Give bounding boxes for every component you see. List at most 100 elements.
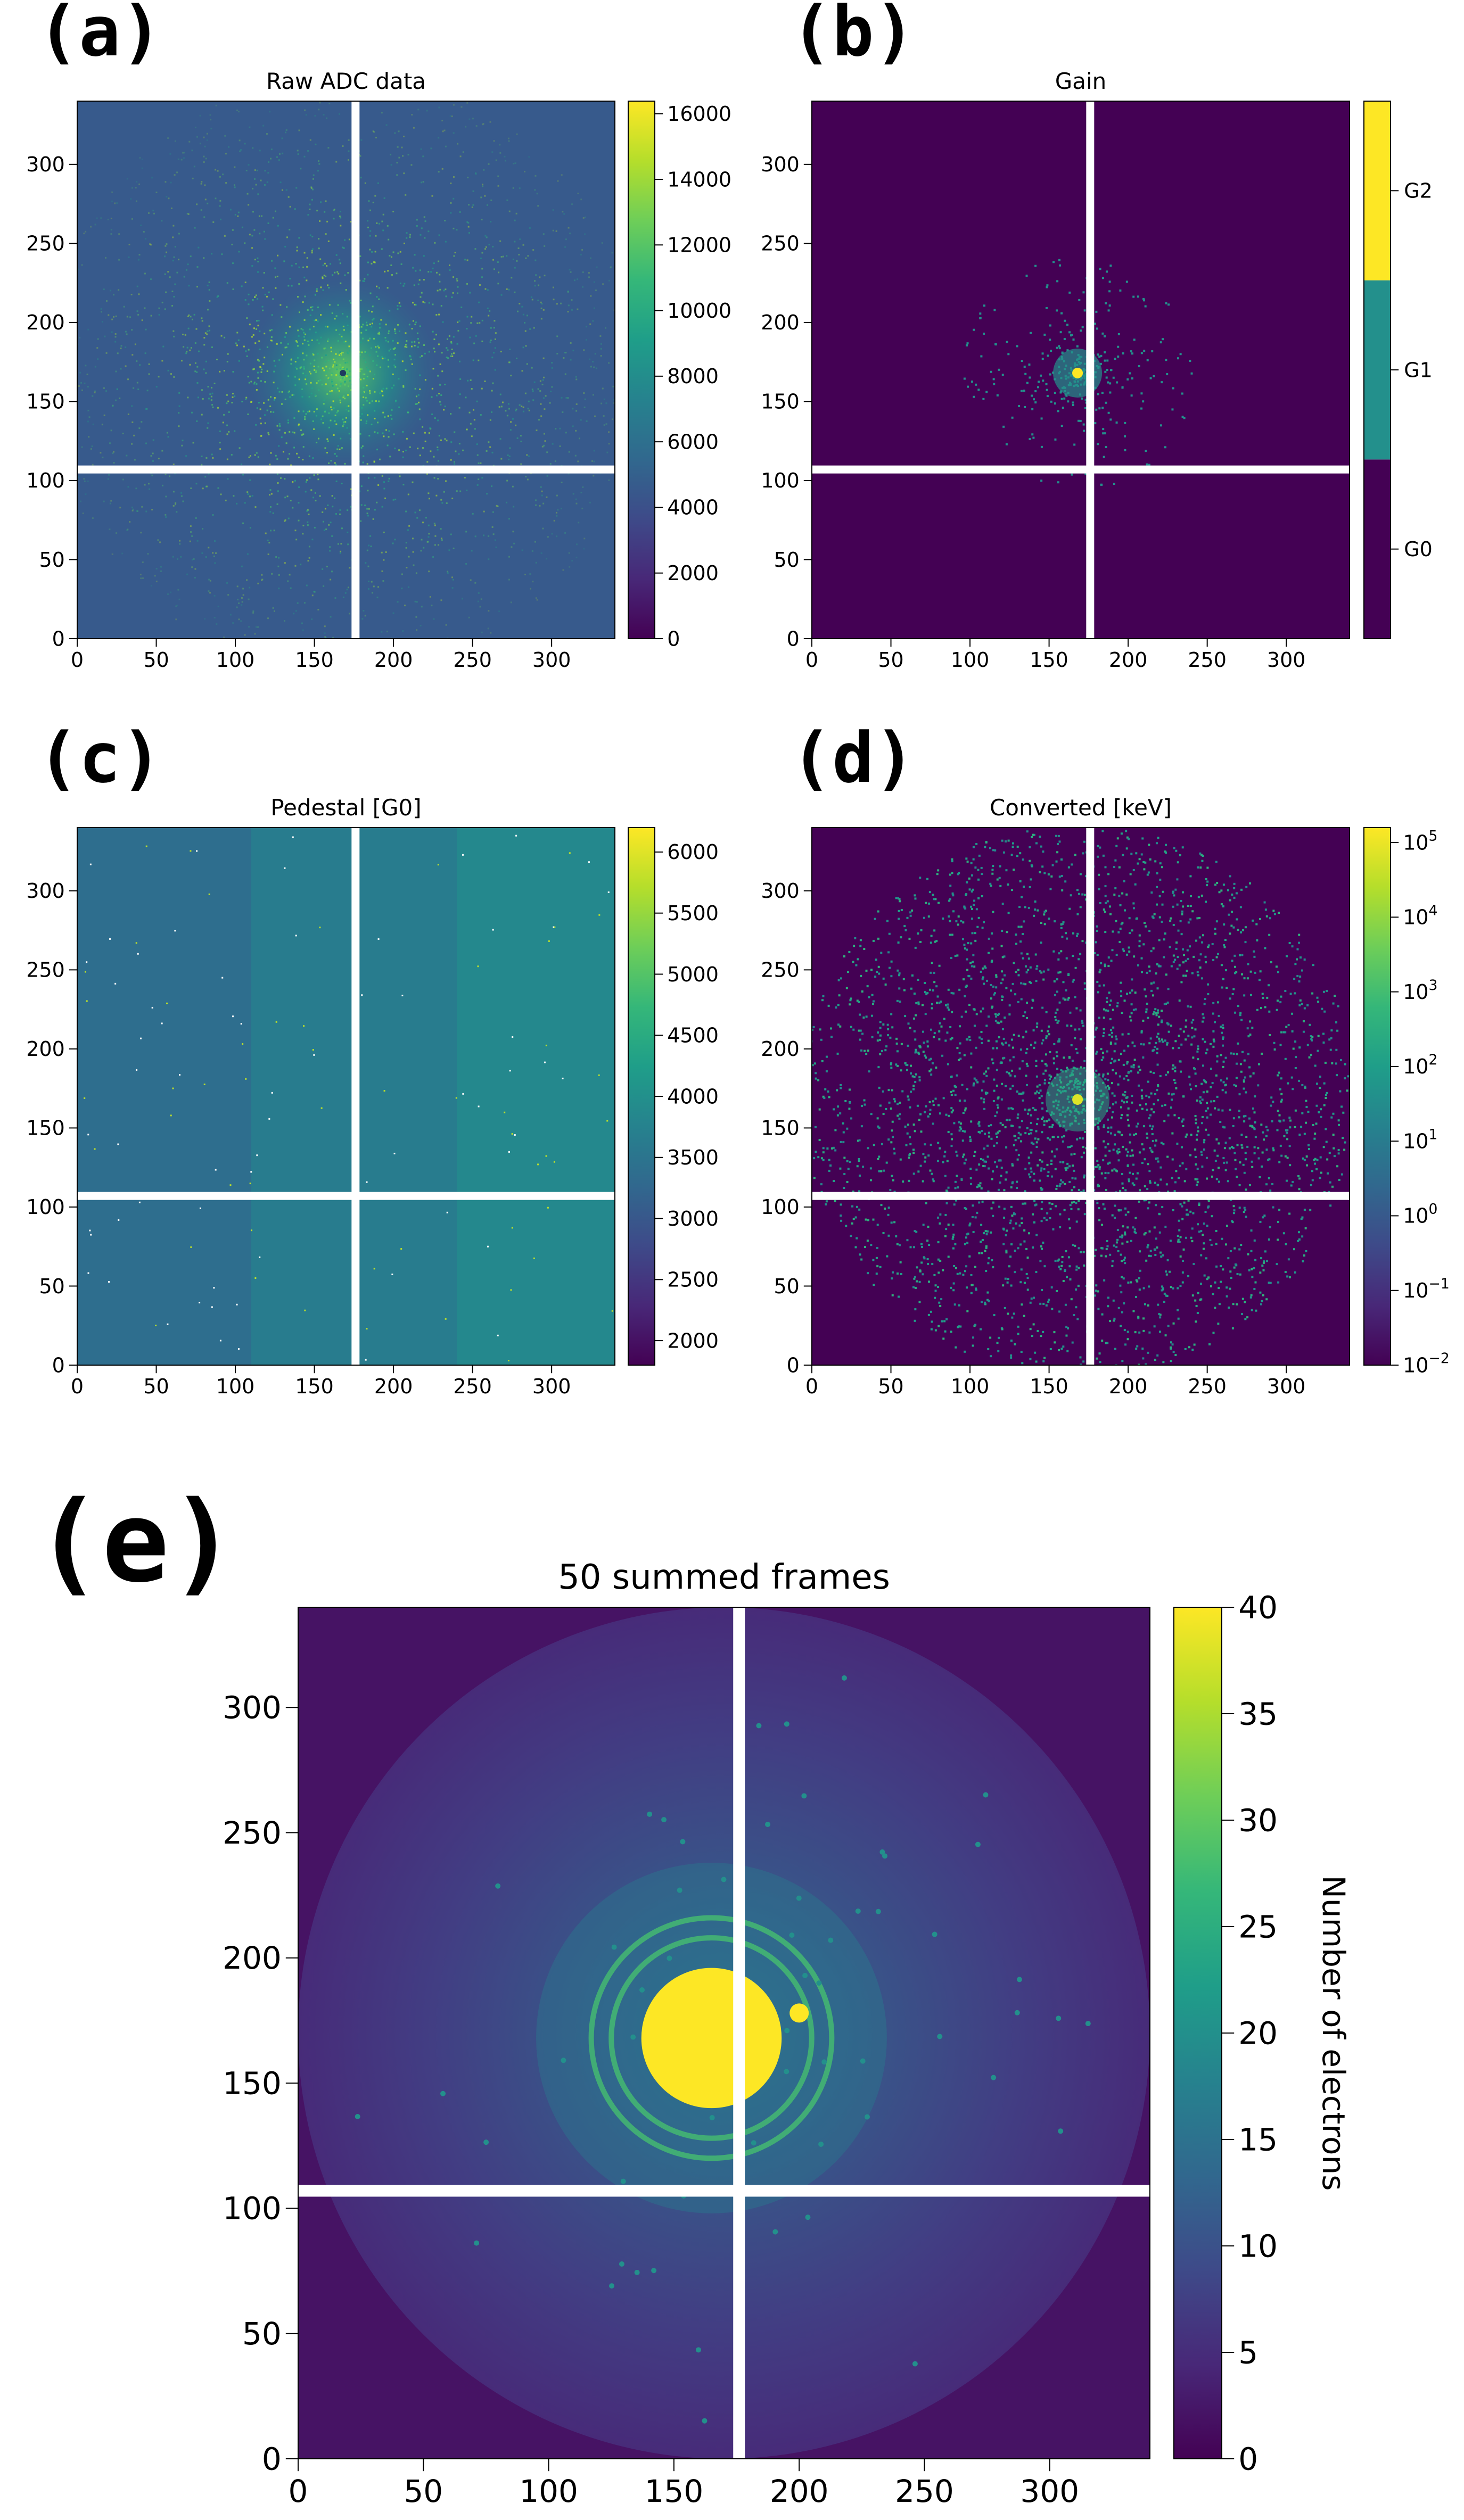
speckle — [326, 326, 328, 328]
speckle — [191, 566, 193, 568]
speckle — [190, 531, 192, 533]
photon-hit — [1040, 1117, 1043, 1120]
speckle — [297, 153, 299, 155]
speckle — [257, 193, 259, 195]
photon-hit — [1246, 1027, 1249, 1030]
photon-hit — [997, 1350, 1000, 1352]
speckle — [388, 238, 390, 241]
speckle — [466, 259, 468, 261]
photon-hit — [1342, 1111, 1345, 1114]
x-tick-label: 100 — [216, 1375, 255, 1398]
gain-pixel — [1190, 372, 1193, 375]
speckle — [480, 414, 482, 416]
photon-hit — [972, 1344, 974, 1347]
speckle — [334, 318, 336, 320]
speckle — [320, 201, 322, 203]
speckle — [344, 362, 347, 364]
speckle — [85, 230, 87, 233]
speckle — [274, 267, 276, 269]
speckle — [561, 174, 563, 176]
colorbar-tick-label: 3000 — [667, 1207, 719, 1230]
photon-hit — [1016, 1158, 1019, 1161]
speckle — [542, 527, 544, 530]
speckle — [90, 226, 92, 228]
speckle — [479, 606, 481, 608]
photon-hit — [1153, 913, 1156, 915]
speckle — [349, 380, 351, 382]
photon-hit — [914, 897, 917, 900]
speckle — [244, 282, 246, 284]
speckle — [272, 607, 274, 609]
speckle — [323, 114, 325, 116]
gain-pixel — [1046, 284, 1049, 287]
speckle — [103, 288, 105, 291]
photon-hit — [988, 1135, 991, 1138]
speckle — [331, 409, 333, 411]
speckle — [396, 174, 398, 176]
speckle — [584, 398, 586, 400]
speckle — [596, 266, 598, 268]
gain-pixel — [1070, 334, 1072, 337]
speckle — [397, 146, 399, 148]
speckle — [252, 211, 254, 213]
photon-hit — [969, 962, 972, 964]
gain-pixel — [1106, 368, 1108, 371]
speckle — [595, 367, 597, 369]
speckle — [277, 225, 279, 227]
speckle — [186, 346, 188, 349]
speckle — [508, 210, 511, 212]
speckle — [382, 387, 384, 390]
gain-pixel — [977, 389, 980, 391]
photon-hit — [1231, 960, 1233, 962]
speckle — [377, 182, 379, 184]
speckle — [254, 506, 257, 508]
photon-hit — [937, 1104, 940, 1106]
gain-pixel — [1166, 373, 1169, 376]
speckle — [555, 230, 557, 232]
speckle — [216, 623, 218, 625]
photon-hit — [1040, 1208, 1043, 1210]
photon-hit — [999, 885, 1002, 887]
speckle — [488, 315, 490, 317]
photon-hit — [1055, 1148, 1058, 1151]
photon-hit — [1278, 1161, 1281, 1163]
speckle — [328, 378, 330, 381]
speckle — [240, 643, 242, 645]
speckle — [161, 450, 163, 452]
x-tick-label: 300 — [532, 1375, 571, 1398]
speckle — [281, 403, 283, 405]
speckle — [575, 429, 577, 432]
speckle — [166, 243, 168, 245]
speckle — [284, 432, 286, 434]
photon-hit — [974, 866, 977, 869]
speckle — [482, 123, 484, 126]
speckle — [593, 281, 595, 283]
speckle — [464, 476, 466, 478]
photon-hit — [1057, 1258, 1060, 1261]
photon-hit — [1339, 1059, 1342, 1061]
speckle — [249, 586, 251, 589]
photon-hit — [1169, 1270, 1171, 1273]
hot-pixel — [271, 1092, 273, 1094]
speckle — [81, 446, 83, 448]
photon-hit — [834, 1200, 836, 1202]
speckle — [226, 424, 228, 426]
speckle — [249, 438, 251, 440]
colorbar-tick-label: G2 — [1404, 179, 1433, 203]
speckle — [539, 380, 541, 382]
speckle — [268, 291, 270, 293]
speckle — [394, 328, 396, 331]
photon-hit — [1187, 921, 1190, 924]
speckle — [328, 102, 331, 104]
speckle — [515, 358, 517, 360]
speckle — [237, 599, 239, 601]
speckle — [471, 435, 473, 437]
photon-hit — [1030, 1297, 1033, 1300]
speckle — [164, 308, 166, 310]
speckle — [364, 373, 366, 375]
speckle — [65, 475, 67, 476]
photon-hit — [949, 885, 952, 887]
photon-hit — [1228, 1147, 1231, 1150]
speckle — [551, 386, 553, 388]
photon-hit — [1212, 1038, 1215, 1041]
